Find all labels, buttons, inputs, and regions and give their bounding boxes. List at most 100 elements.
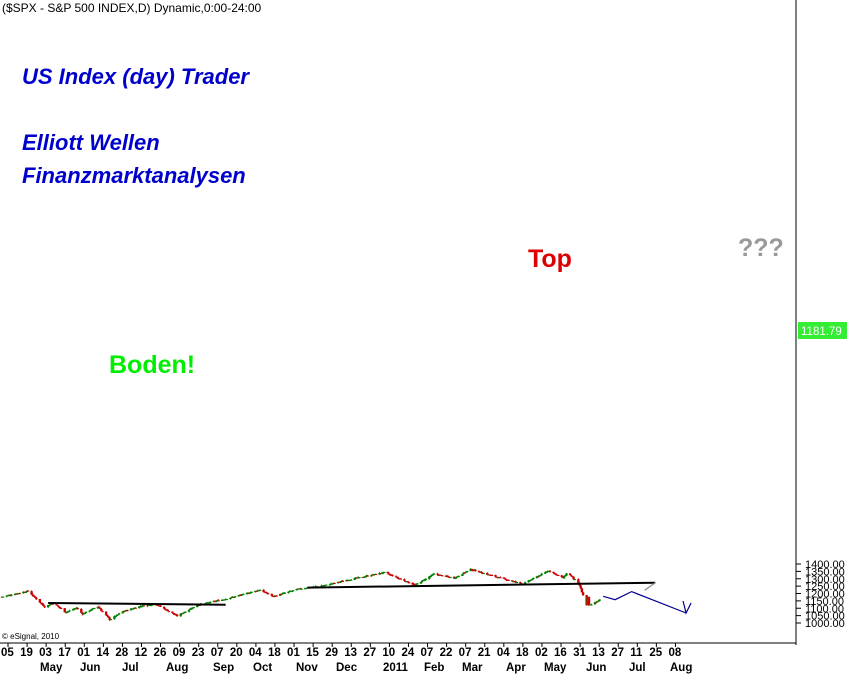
x-month-label: Feb: [424, 662, 444, 674]
candle-body: [540, 573, 543, 576]
x-day-label: 03: [39, 647, 52, 659]
candle-body: [172, 613, 175, 615]
candle-body: [597, 600, 600, 602]
candle-body: [233, 596, 237, 598]
x-month-label: May: [40, 662, 63, 674]
candle-body: [562, 576, 566, 579]
candle-body: [229, 597, 232, 600]
candle-body: [502, 577, 506, 579]
candle-body: [138, 606, 141, 609]
candle-body: [594, 602, 598, 604]
candle-body: [503, 578, 507, 580]
candle-body: [370, 575, 373, 577]
x-day-label: 19: [20, 647, 33, 659]
x-day-label: 25: [649, 647, 662, 659]
candle-body: [358, 577, 361, 579]
x-day-label: 13: [344, 647, 357, 659]
candle-body: [99, 607, 102, 610]
x-month-label: Aug: [670, 662, 692, 674]
candle-body: [436, 573, 439, 575]
candle-body: [386, 571, 390, 574]
candle-body: [117, 613, 121, 615]
candle-body: [51, 603, 55, 605]
candle-body: [573, 579, 577, 581]
candle-body: [65, 611, 69, 613]
annotation-boden: Boden!: [109, 351, 195, 379]
candle-body: [140, 606, 143, 608]
candle-body: [107, 616, 110, 618]
candle-body: [477, 571, 481, 573]
candle-body: [391, 575, 394, 577]
candle-body: [31, 594, 34, 596]
candle-body: [577, 579, 580, 584]
y-tick-label: 1300.00: [805, 574, 845, 586]
candle-body: [67, 611, 70, 613]
candle-body: [215, 600, 218, 602]
x-day-label: 08: [668, 647, 681, 659]
candle-body: [383, 571, 386, 573]
candle-body: [291, 590, 295, 592]
y-axis: 1000.001050.001100.001150.001200.001250.…: [796, 559, 845, 630]
candle-body: [232, 596, 236, 598]
candle-body: [349, 579, 353, 581]
chart-header: ($SPX - S&P 500 INDEX,D) Dynamic,0:00-24…: [2, 1, 262, 15]
candle-body: [46, 605, 50, 608]
x-month-label: Nov: [296, 662, 318, 674]
x-day-label: 15: [306, 647, 319, 659]
candle-body: [68, 610, 71, 612]
candle-body: [423, 579, 426, 581]
x-day-label: 18: [516, 647, 529, 659]
x-day-label: 26: [154, 647, 167, 659]
x-day-label: 24: [401, 647, 414, 659]
x-day-label: 01: [77, 647, 90, 659]
candle-body: [84, 611, 88, 614]
candle-body: [480, 571, 483, 573]
candle-body: [488, 574, 491, 576]
candle-body: [32, 595, 36, 597]
candle-body: [568, 573, 572, 576]
candle-body: [528, 580, 532, 582]
annotation-analysen: Finanzmarktanalysen: [22, 163, 246, 188]
candle-body: [115, 614, 118, 617]
x-day-label: 11: [630, 647, 643, 659]
candle-body: [372, 574, 375, 576]
candle-body: [532, 577, 535, 580]
candle-body: [248, 593, 251, 595]
projection-question-line: [644, 582, 656, 591]
candle-body: [116, 614, 120, 616]
forecast-path: [603, 590, 687, 614]
candle-body: [48, 605, 51, 607]
x-day-label: 05: [1, 647, 14, 659]
candle-body: [184, 611, 187, 613]
candle-body: [142, 605, 146, 607]
y-tick-label: 1000.00: [805, 618, 845, 630]
candle-body: [100, 609, 103, 612]
candle-body: [452, 577, 456, 579]
candle-body: [420, 580, 424, 583]
candle-body: [255, 590, 258, 592]
candle-body: [239, 594, 243, 596]
candle-body: [424, 578, 427, 581]
candle-body: [121, 611, 124, 614]
candle-body: [325, 584, 328, 586]
x-day-label: 07: [421, 647, 434, 659]
x-day-label: 31: [573, 647, 586, 659]
candle-body: [454, 577, 457, 579]
candle-body: [457, 575, 461, 577]
x-month-label: Apr: [506, 662, 526, 674]
candle-body: [166, 609, 169, 612]
candle-body: [394, 576, 398, 578]
candle-body: [64, 612, 68, 614]
candle-body: [18, 593, 21, 595]
candle-body: [113, 616, 116, 620]
candle-body: [536, 576, 540, 578]
candle-body: [192, 607, 195, 609]
candle-body: [265, 592, 269, 594]
candle-body: [171, 611, 174, 614]
candle-body: [560, 575, 563, 578]
candle-body: [399, 578, 403, 580]
x-month-label: Jun: [586, 662, 606, 674]
candle-body: [90, 608, 94, 611]
candle-body: [93, 608, 96, 610]
candle-body: [470, 568, 474, 571]
